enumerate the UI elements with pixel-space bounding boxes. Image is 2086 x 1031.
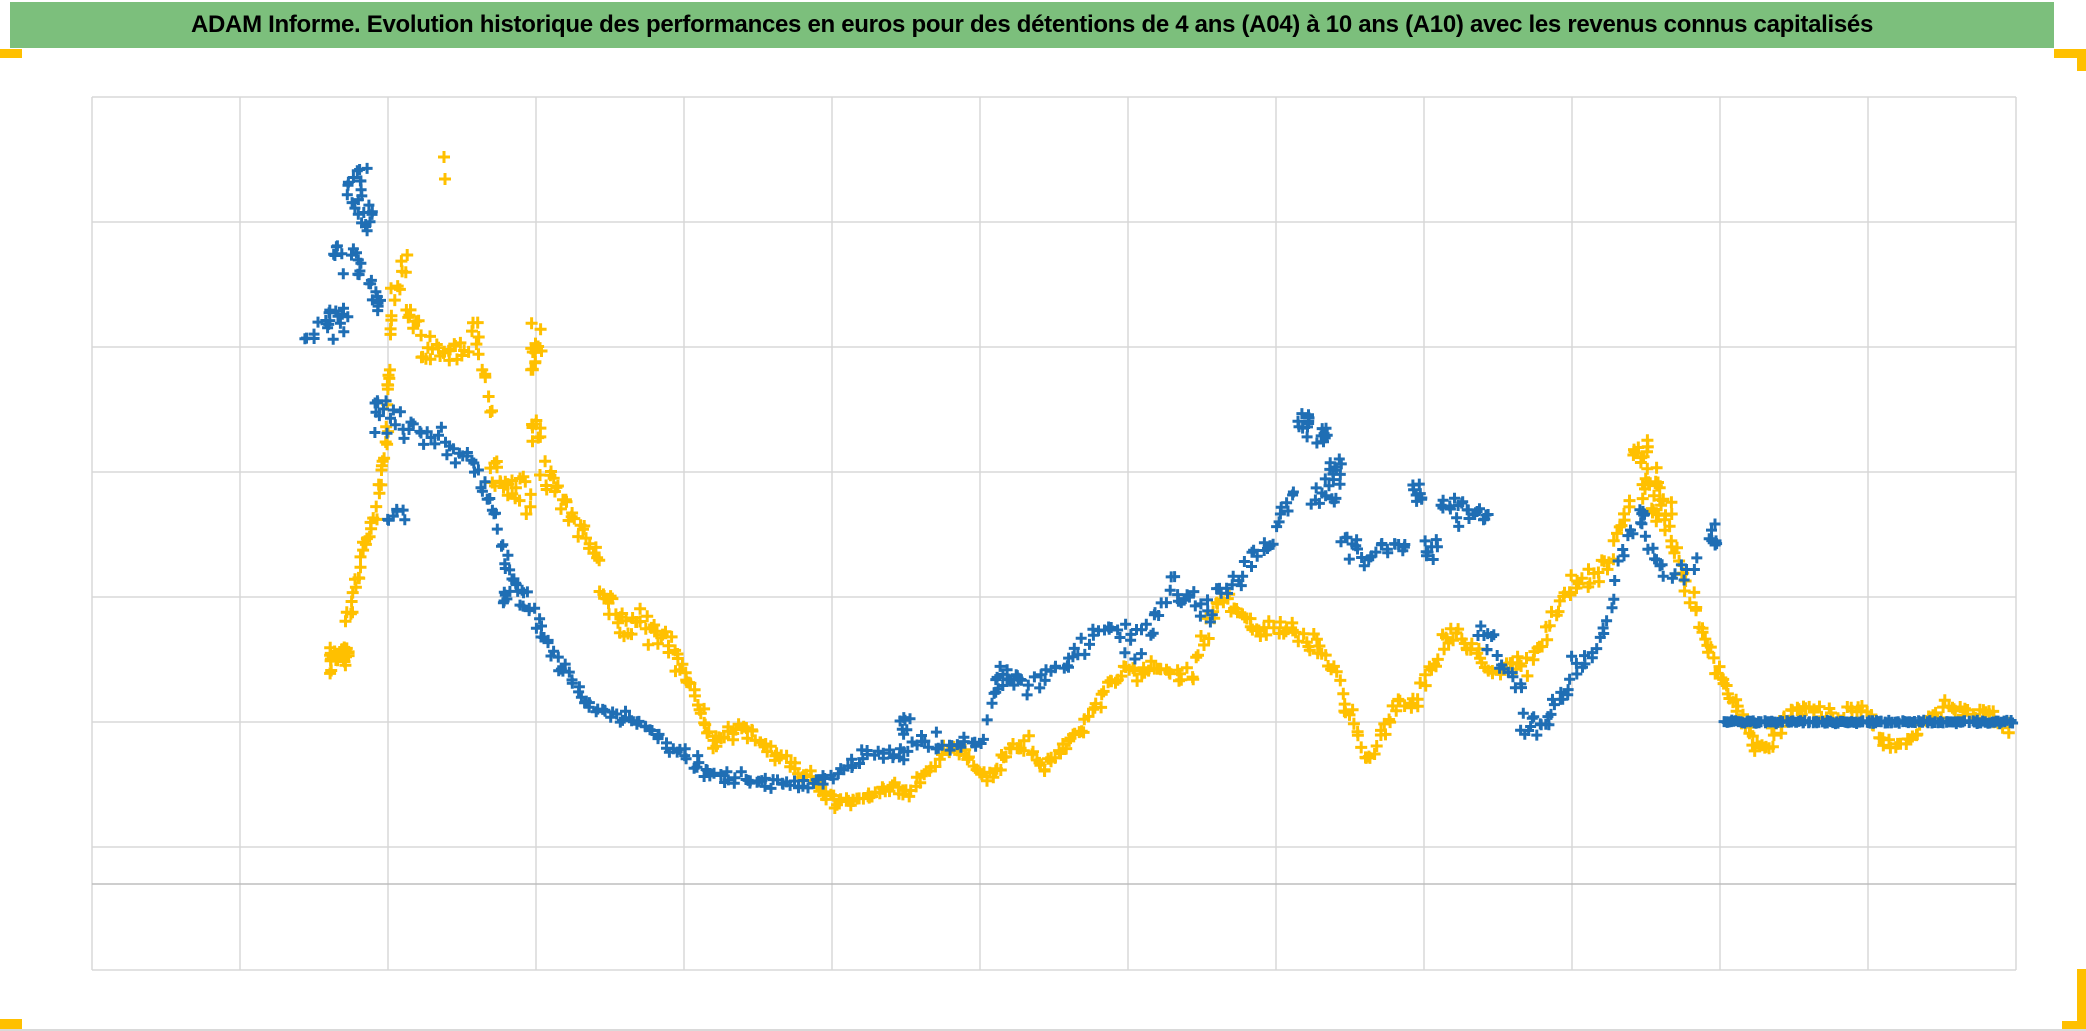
corner-accent-top-right-v xyxy=(2077,49,2086,71)
page-title: ADAM Informe. Evolution historique des p… xyxy=(190,11,1874,38)
corner-accent-bottom-left xyxy=(0,1019,22,1030)
corner-accent-top-left xyxy=(0,49,22,58)
corner-accent-bottom-right-v xyxy=(2077,969,2086,1031)
bottom-rule xyxy=(0,1029,2086,1031)
series-serie-jaune-markers xyxy=(324,151,2015,814)
corner-accent-bottom-right-h xyxy=(2062,1021,2086,1031)
gridlines xyxy=(91,96,2017,971)
series-serie-bleue-markers xyxy=(299,162,2019,794)
title-bar: ADAM Informe. Evolution historique des p… xyxy=(10,2,2054,48)
corner-accent-top-right-h xyxy=(2054,49,2086,58)
